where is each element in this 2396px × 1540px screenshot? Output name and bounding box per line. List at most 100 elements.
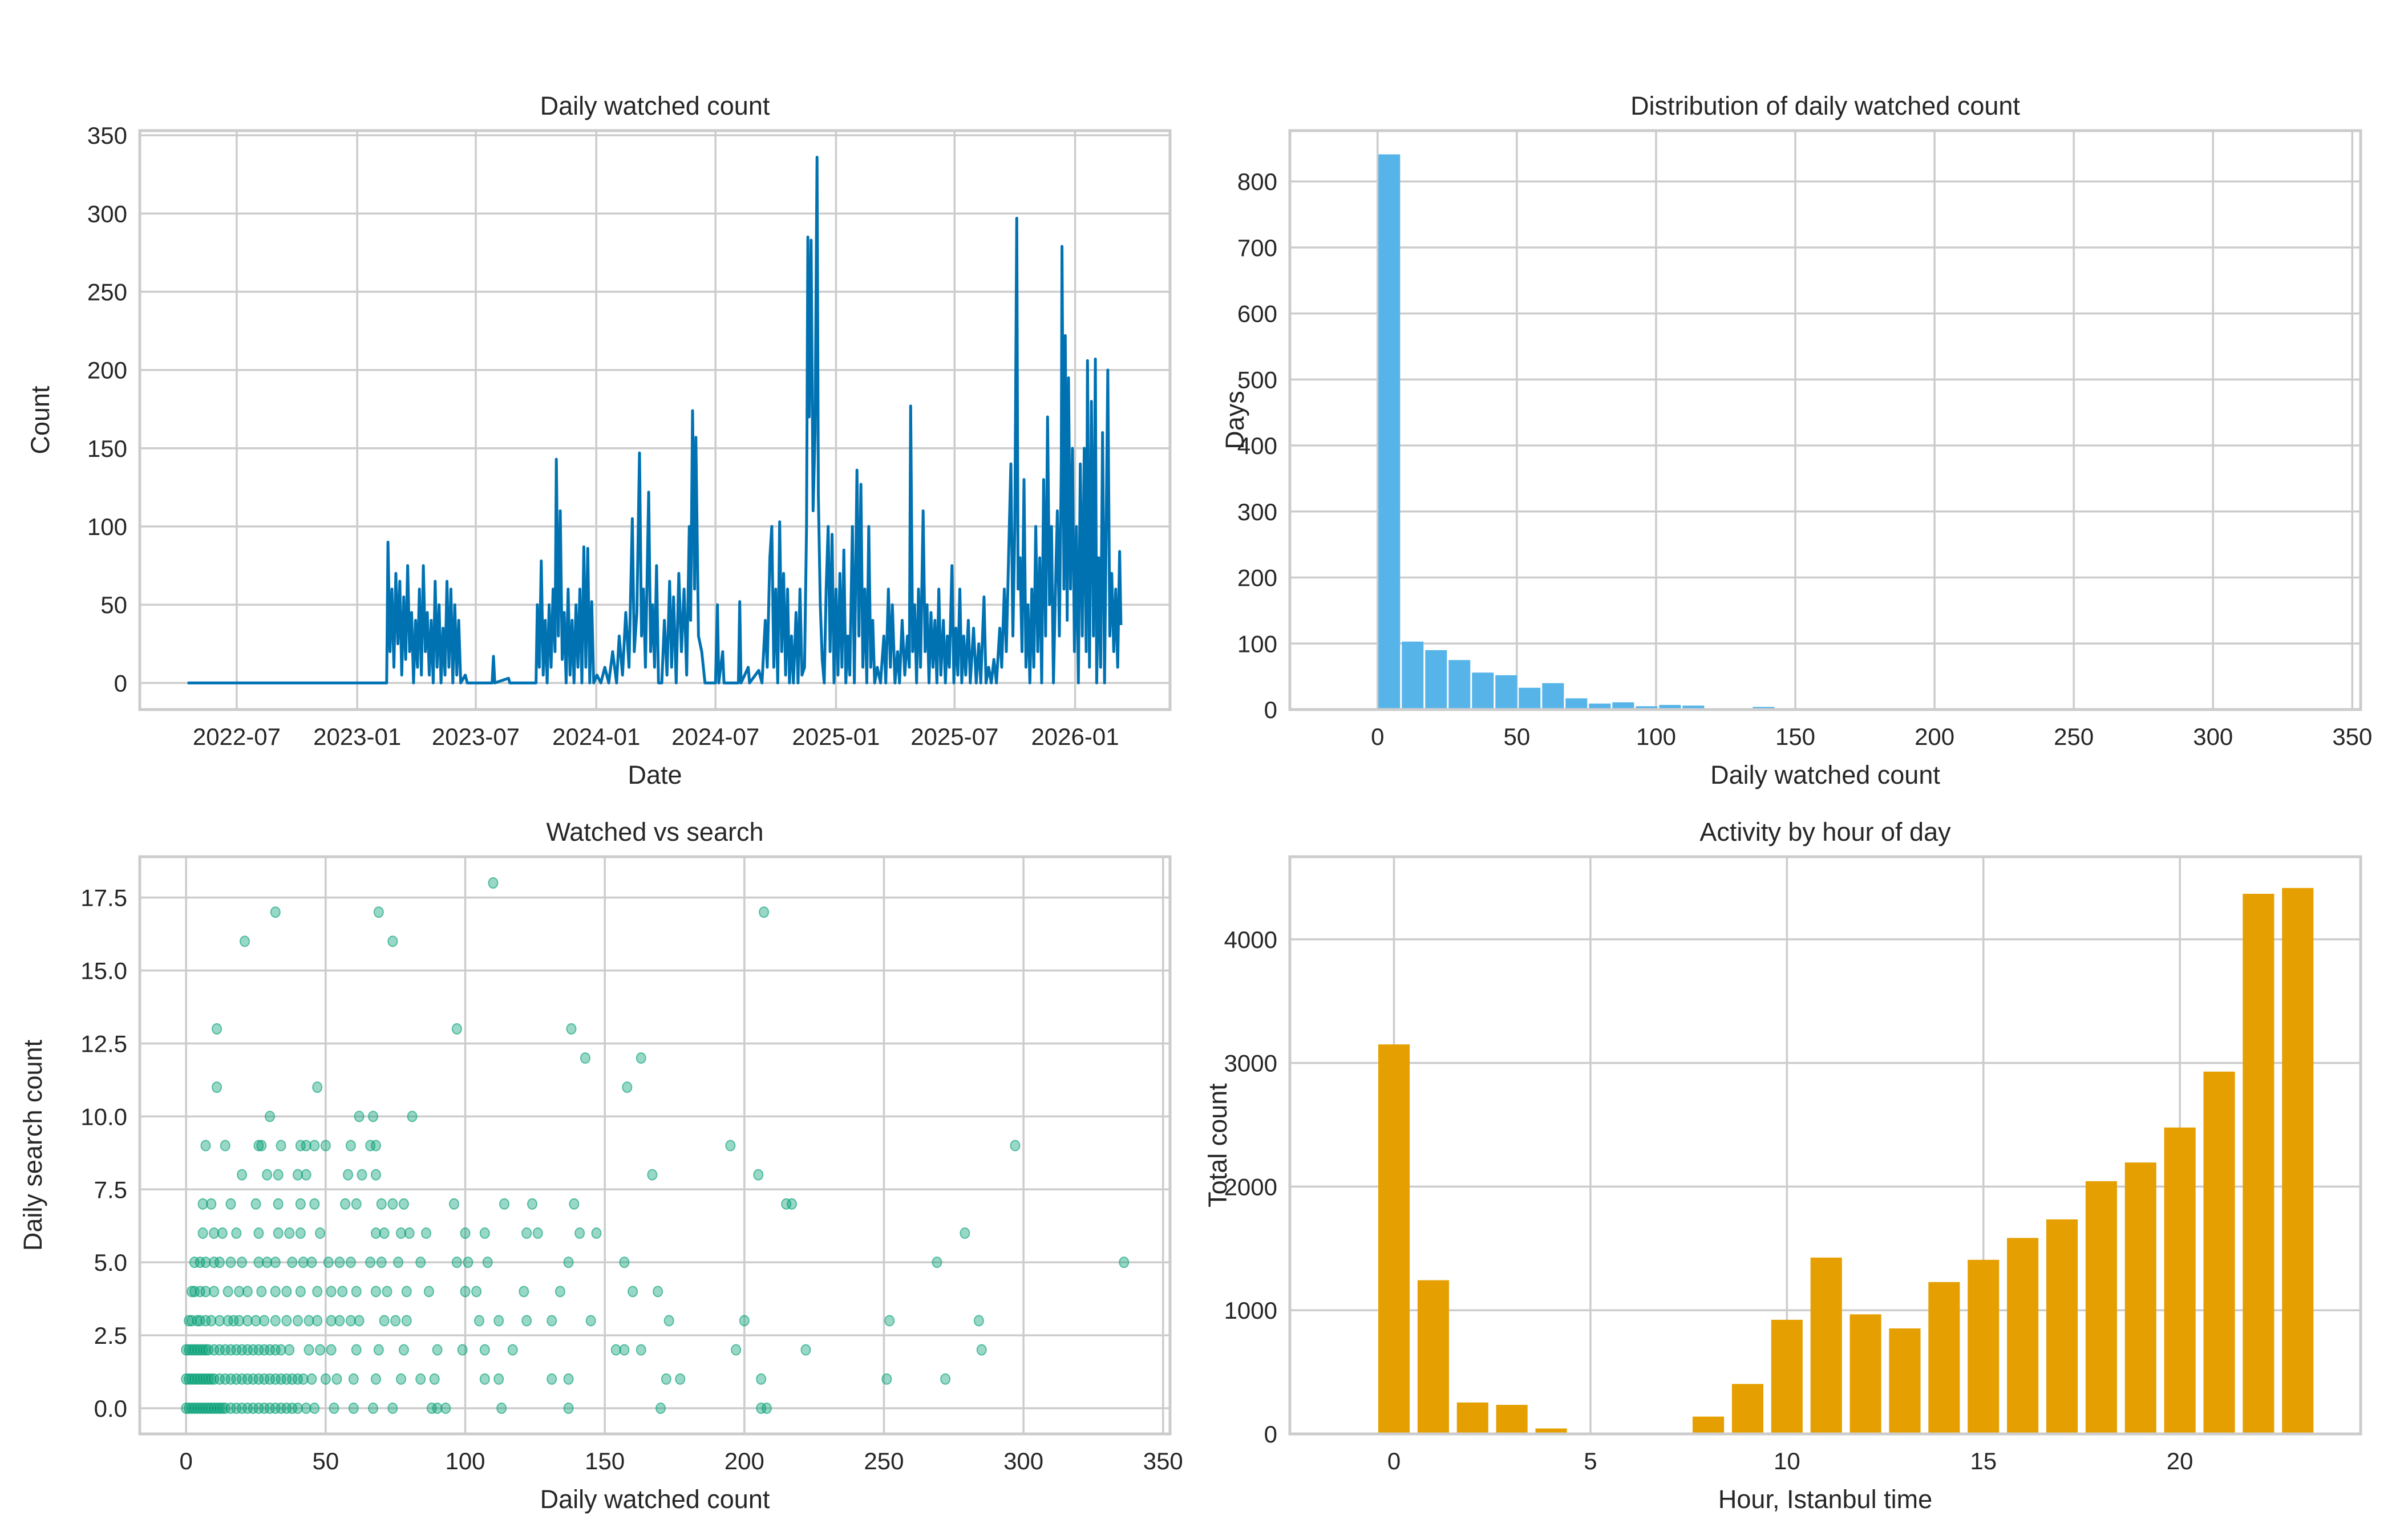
- scatter-point: [248, 1373, 258, 1385]
- scatter-point: [270, 1402, 281, 1414]
- x-tick-label: 50: [313, 1448, 339, 1474]
- scatter-point: [189, 1344, 200, 1356]
- y-axis-label: Days: [1220, 391, 1249, 449]
- scatter-point: [429, 1373, 440, 1385]
- y-tick-label: 250: [87, 279, 127, 306]
- scatter-point: [195, 1373, 205, 1385]
- scatter-point: [253, 1140, 264, 1152]
- y-tick-label: 100: [1237, 630, 1277, 657]
- scatter-point: [195, 1344, 205, 1356]
- y-axis-label: Count: [26, 386, 55, 455]
- scatter-point: [354, 1111, 365, 1122]
- hour-bar: [2007, 1238, 2039, 1434]
- y-tick-label: 0: [1264, 696, 1277, 723]
- scatter-point: [471, 1286, 482, 1298]
- scatter-point: [787, 1198, 798, 1210]
- scatter-point: [209, 1373, 220, 1385]
- x-axis-label: Hour, Istanbul time: [1718, 1485, 1932, 1514]
- y-tick-label: 0.0: [94, 1395, 127, 1422]
- scatter-point: [281, 1286, 292, 1298]
- y-tick-label: 700: [1237, 234, 1277, 261]
- scatter-point: [527, 1198, 537, 1210]
- scatter-point: [239, 935, 250, 947]
- scatter-point: [253, 1402, 264, 1414]
- scatter-point: [234, 1315, 245, 1327]
- scatter-point: [563, 1402, 574, 1414]
- scatter-point: [197, 1227, 208, 1239]
- y-tick-label: 0: [114, 670, 127, 696]
- scatter-point: [295, 1198, 306, 1210]
- scatter-point: [379, 1315, 390, 1327]
- scatter-point: [287, 1373, 298, 1385]
- scatter-point: [647, 1169, 658, 1181]
- y-tick-label: 200: [87, 357, 127, 384]
- scatter-point: [231, 1402, 242, 1414]
- scatter-point: [265, 1402, 276, 1414]
- histogram-bar: [1402, 641, 1424, 710]
- scatter-point: [253, 1227, 264, 1239]
- hour-bar: [1889, 1328, 1921, 1434]
- scatter-point: [440, 1402, 451, 1414]
- scatter-point: [217, 1402, 228, 1414]
- scatter-point: [756, 1402, 767, 1414]
- hour-bar: [1731, 1384, 1764, 1434]
- scatter-point: [973, 1315, 984, 1327]
- y-tick-label: 1000: [1224, 1297, 1277, 1324]
- x-tick-label: 100: [1636, 723, 1676, 750]
- axes-frame: [138, 855, 1172, 1436]
- scatter-point: [395, 1373, 406, 1385]
- scatter-point: [331, 1373, 342, 1385]
- scatter-point: [351, 1286, 362, 1298]
- scatter-point: [493, 1315, 504, 1327]
- scatter-point: [731, 1344, 742, 1356]
- y-tick-label: 2000: [1224, 1173, 1277, 1200]
- x-tick-label: 10: [1774, 1448, 1800, 1474]
- y-axis-label: Daily search count: [18, 1039, 47, 1251]
- hour-bar: [1771, 1319, 1803, 1434]
- scatter-point: [203, 1373, 214, 1385]
- scatter-point: [197, 1373, 208, 1385]
- scatter-point: [209, 1227, 220, 1239]
- scatter-point: [212, 1402, 222, 1414]
- scatter-point: [591, 1227, 602, 1239]
- scatter-point: [203, 1402, 214, 1414]
- scatter-point: [563, 1257, 574, 1269]
- scatter-point: [326, 1286, 337, 1298]
- scatter-point: [460, 1227, 471, 1239]
- scatter-point: [256, 1140, 267, 1152]
- y-tick-label: 800: [1237, 168, 1277, 195]
- x-tick-label: 2025-07: [910, 723, 998, 750]
- scatter-point: [636, 1052, 646, 1064]
- scatter-point: [653, 1286, 663, 1298]
- scatter-point: [276, 1344, 286, 1356]
- scatter-point: [432, 1344, 443, 1356]
- scatter-point: [398, 1344, 409, 1356]
- scatter-point: [184, 1344, 195, 1356]
- scatter-point: [206, 1198, 217, 1210]
- x-tick-label: 200: [725, 1448, 764, 1474]
- histogram-bar: [1682, 706, 1705, 710]
- scatter-point: [370, 1286, 381, 1298]
- scatter-point: [312, 1286, 323, 1298]
- hour-bar: [2085, 1181, 2117, 1434]
- x-tick-label: 2023-01: [313, 723, 401, 750]
- scatter-point: [881, 1373, 892, 1385]
- scatter-point: [423, 1286, 434, 1298]
- scatter-point: [281, 1373, 292, 1385]
- scatter-point: [725, 1140, 736, 1152]
- scatter-point: [209, 1402, 220, 1414]
- x-tick-label: 100: [445, 1448, 485, 1474]
- scatter-point: [460, 1286, 471, 1298]
- scatter-point: [184, 1373, 195, 1385]
- scatter-point: [295, 1227, 306, 1239]
- scatter-point: [220, 1402, 230, 1414]
- scatter-point: [203, 1344, 214, 1356]
- scatter-point: [398, 1198, 409, 1210]
- scatter-point: [301, 1140, 311, 1152]
- scatter-point: [189, 1257, 200, 1269]
- hour-bar: [1810, 1257, 1842, 1434]
- scatter-point: [222, 1315, 233, 1327]
- x-tick-label: 20: [2167, 1448, 2193, 1474]
- scatter-point: [209, 1286, 220, 1298]
- y-tick-label: 2.5: [94, 1322, 127, 1349]
